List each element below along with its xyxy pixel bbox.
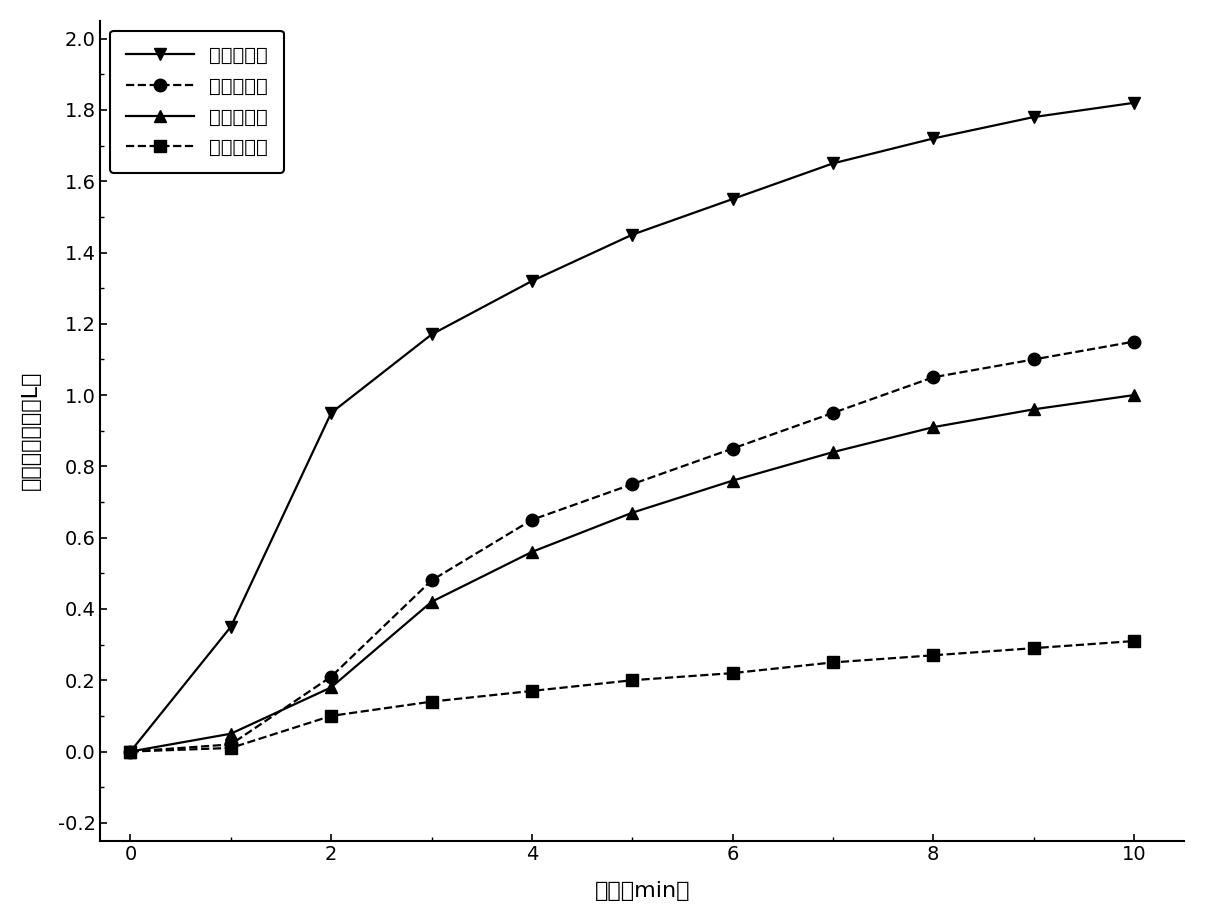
三次銀担载 [524,514,539,526]
三次銀担载 [927,372,941,383]
三次銀担载 [324,671,339,682]
二次銀担载 [1127,390,1141,401]
四次銀担载 [424,329,439,340]
三次銀担载 [1027,354,1041,365]
一次銀担载 [625,675,640,686]
四次銀担载 [725,194,740,205]
二次銀担载 [424,597,439,608]
三次銀担载 [625,479,640,490]
二次銀担载 [324,682,339,693]
一次銀担载 [524,685,539,696]
一次銀担载 [1027,643,1041,654]
一次銀担载 [725,668,740,679]
二次銀担载 [625,507,640,518]
二次銀担载 [1027,404,1041,415]
三次銀担载 [725,443,740,455]
二次銀担载 [927,421,941,432]
X-axis label: 时间（min）: 时间（min） [594,881,690,901]
一次銀担载 [1127,635,1141,646]
四次銀担载 [1027,112,1041,123]
四次銀担载 [927,133,941,144]
二次銀担载 [725,475,740,486]
四次銀担载 [625,230,640,241]
Line: 三次銀担载: 三次銀担载 [124,336,1140,758]
一次銀担载 [123,746,137,757]
Line: 四次銀担载: 四次銀担载 [124,97,1140,758]
四次銀担载 [1127,98,1141,109]
一次銀担载 [825,656,840,668]
三次銀担载 [424,575,439,586]
三次銀担载 [825,408,840,419]
一次銀担载 [224,742,239,753]
四次銀担载 [324,408,339,419]
四次銀担载 [524,276,539,287]
四次銀担载 [123,746,137,757]
三次銀担载 [123,746,137,757]
三次銀担载 [1127,337,1141,348]
四次銀担载 [224,621,239,632]
Line: 一次銀担载: 一次銀担载 [124,634,1140,758]
Legend: 四次銀担载, 三次銀担载, 二次銀担载, 一次銀担载: 四次銀担载, 三次銀担载, 二次銀担载, 一次銀担载 [110,30,283,172]
四次銀担载 [825,158,840,169]
一次銀担载 [324,710,339,721]
二次銀担载 [524,547,539,558]
Y-axis label: 氧气发生体积（L）: 氧气发生体积（L） [20,371,41,491]
三次銀担载 [224,739,239,750]
二次銀担载 [825,446,840,457]
一次銀担载 [927,650,941,661]
二次銀担载 [224,728,239,739]
Line: 二次銀担载: 二次銀担载 [124,389,1140,758]
二次銀担载 [123,746,137,757]
一次銀担载 [424,696,439,707]
